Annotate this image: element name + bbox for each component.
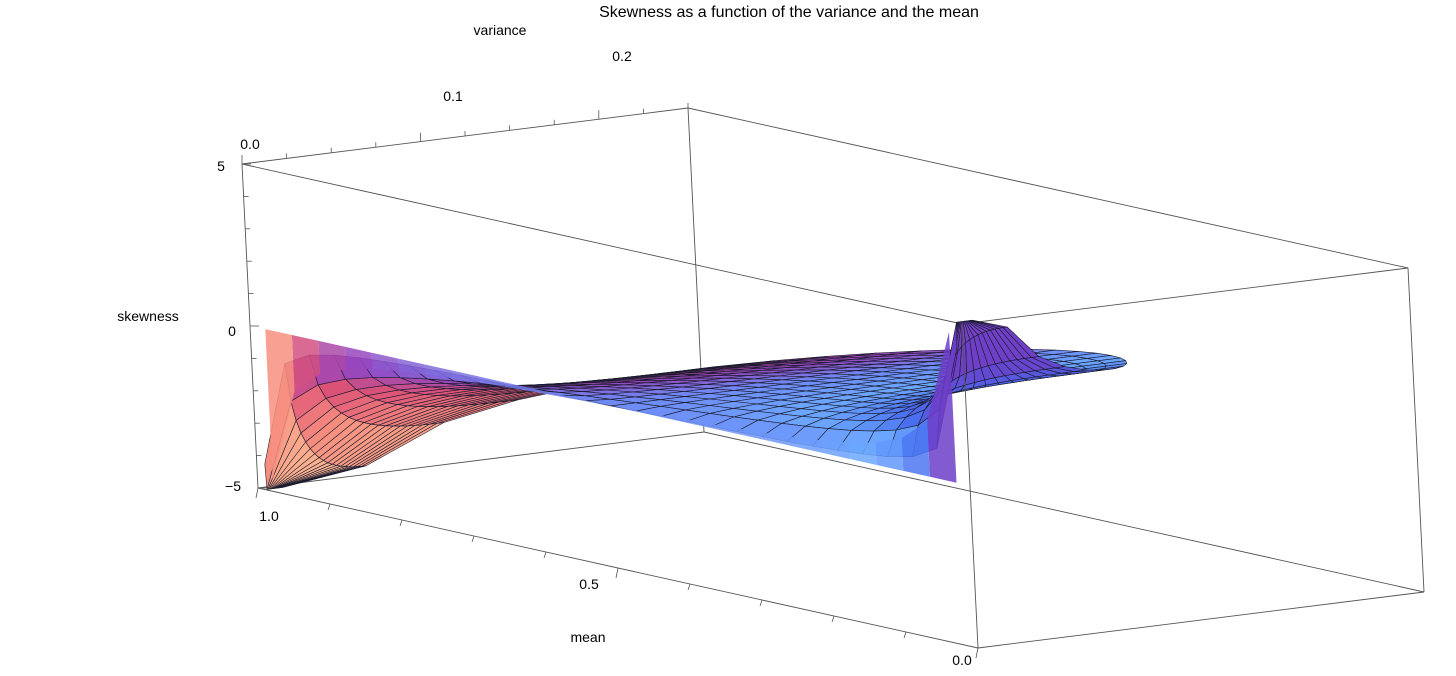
surface-wall-patch [371, 352, 399, 372]
x-tick [903, 631, 907, 639]
x-tick [255, 487, 259, 499]
x-axis-label: mean [570, 629, 605, 645]
surface-wall-patch [451, 370, 479, 383]
skewness-surface [264, 319, 1127, 490]
z-axis-label: skewness [117, 308, 178, 324]
surface-wall-patch [557, 394, 585, 401]
z-tick-label-2: −5 [225, 478, 241, 494]
chart-title: Skewness as a function of the variance a… [599, 4, 979, 21]
box-edge [703, 431, 1425, 593]
y-tick-label-1: 0.1 [443, 88, 463, 104]
x-tick [831, 615, 835, 623]
box-edge [257, 431, 705, 489]
y-tick-label-0: 0.0 [240, 136, 260, 152]
surface-wall-patch [822, 440, 851, 460]
y-tick-label-2: 0.2 [612, 48, 632, 64]
box-edge [241, 163, 963, 325]
box-back-edges [241, 107, 1425, 593]
surface-wall-patch [927, 331, 957, 483]
surface-wall-patch [717, 425, 744, 436]
x-tick [399, 519, 403, 527]
surface-wall-patch [291, 335, 321, 391]
surface-wall-patch [398, 358, 426, 375]
surface-wall-patch [504, 382, 532, 392]
box-edge [961, 323, 979, 649]
y-axis-label: variance [474, 22, 527, 38]
x-tick-label-2: 1.0 [259, 508, 279, 524]
surface-wall-patch [531, 388, 558, 397]
axis-ticks [241, 103, 979, 659]
x-tick [759, 599, 763, 607]
surface-wall-patch [664, 415, 691, 424]
x-tick-label-1: 0.5 [579, 576, 599, 592]
x-tick [471, 535, 475, 543]
x-tick-label-0: 0.0 [952, 652, 972, 668]
surface-wall-patch [901, 421, 930, 477]
surface-wall-patch [610, 405, 638, 412]
x-tick [975, 647, 979, 659]
surface-wall-patch [875, 438, 904, 471]
box-edge [1407, 267, 1425, 593]
surface-wall-patch [424, 364, 452, 379]
box-edge [687, 107, 1409, 269]
surface-wall-patch [796, 437, 824, 454]
surface-wall-patch [770, 433, 797, 448]
surface-wall-patch [690, 420, 718, 430]
surface-wall-patch [743, 429, 771, 442]
surface-wall-patch [345, 346, 373, 370]
surface-wall-patch [478, 376, 505, 387]
x-tick [687, 583, 691, 591]
box-edge [961, 267, 1409, 325]
surface-wall-patch [849, 442, 877, 465]
x-tick [327, 503, 331, 511]
box-edge [977, 591, 1425, 649]
z-tick-label-1: 0 [228, 323, 236, 339]
surface-wall-patch [265, 329, 295, 480]
surface-wall-patch [637, 410, 665, 418]
surface-wall-patch [318, 340, 347, 374]
x-tick [615, 567, 619, 579]
z-tick-label-0: 5 [217, 158, 225, 174]
surface-wall-patch [584, 400, 611, 406]
x-tick [543, 551, 547, 559]
